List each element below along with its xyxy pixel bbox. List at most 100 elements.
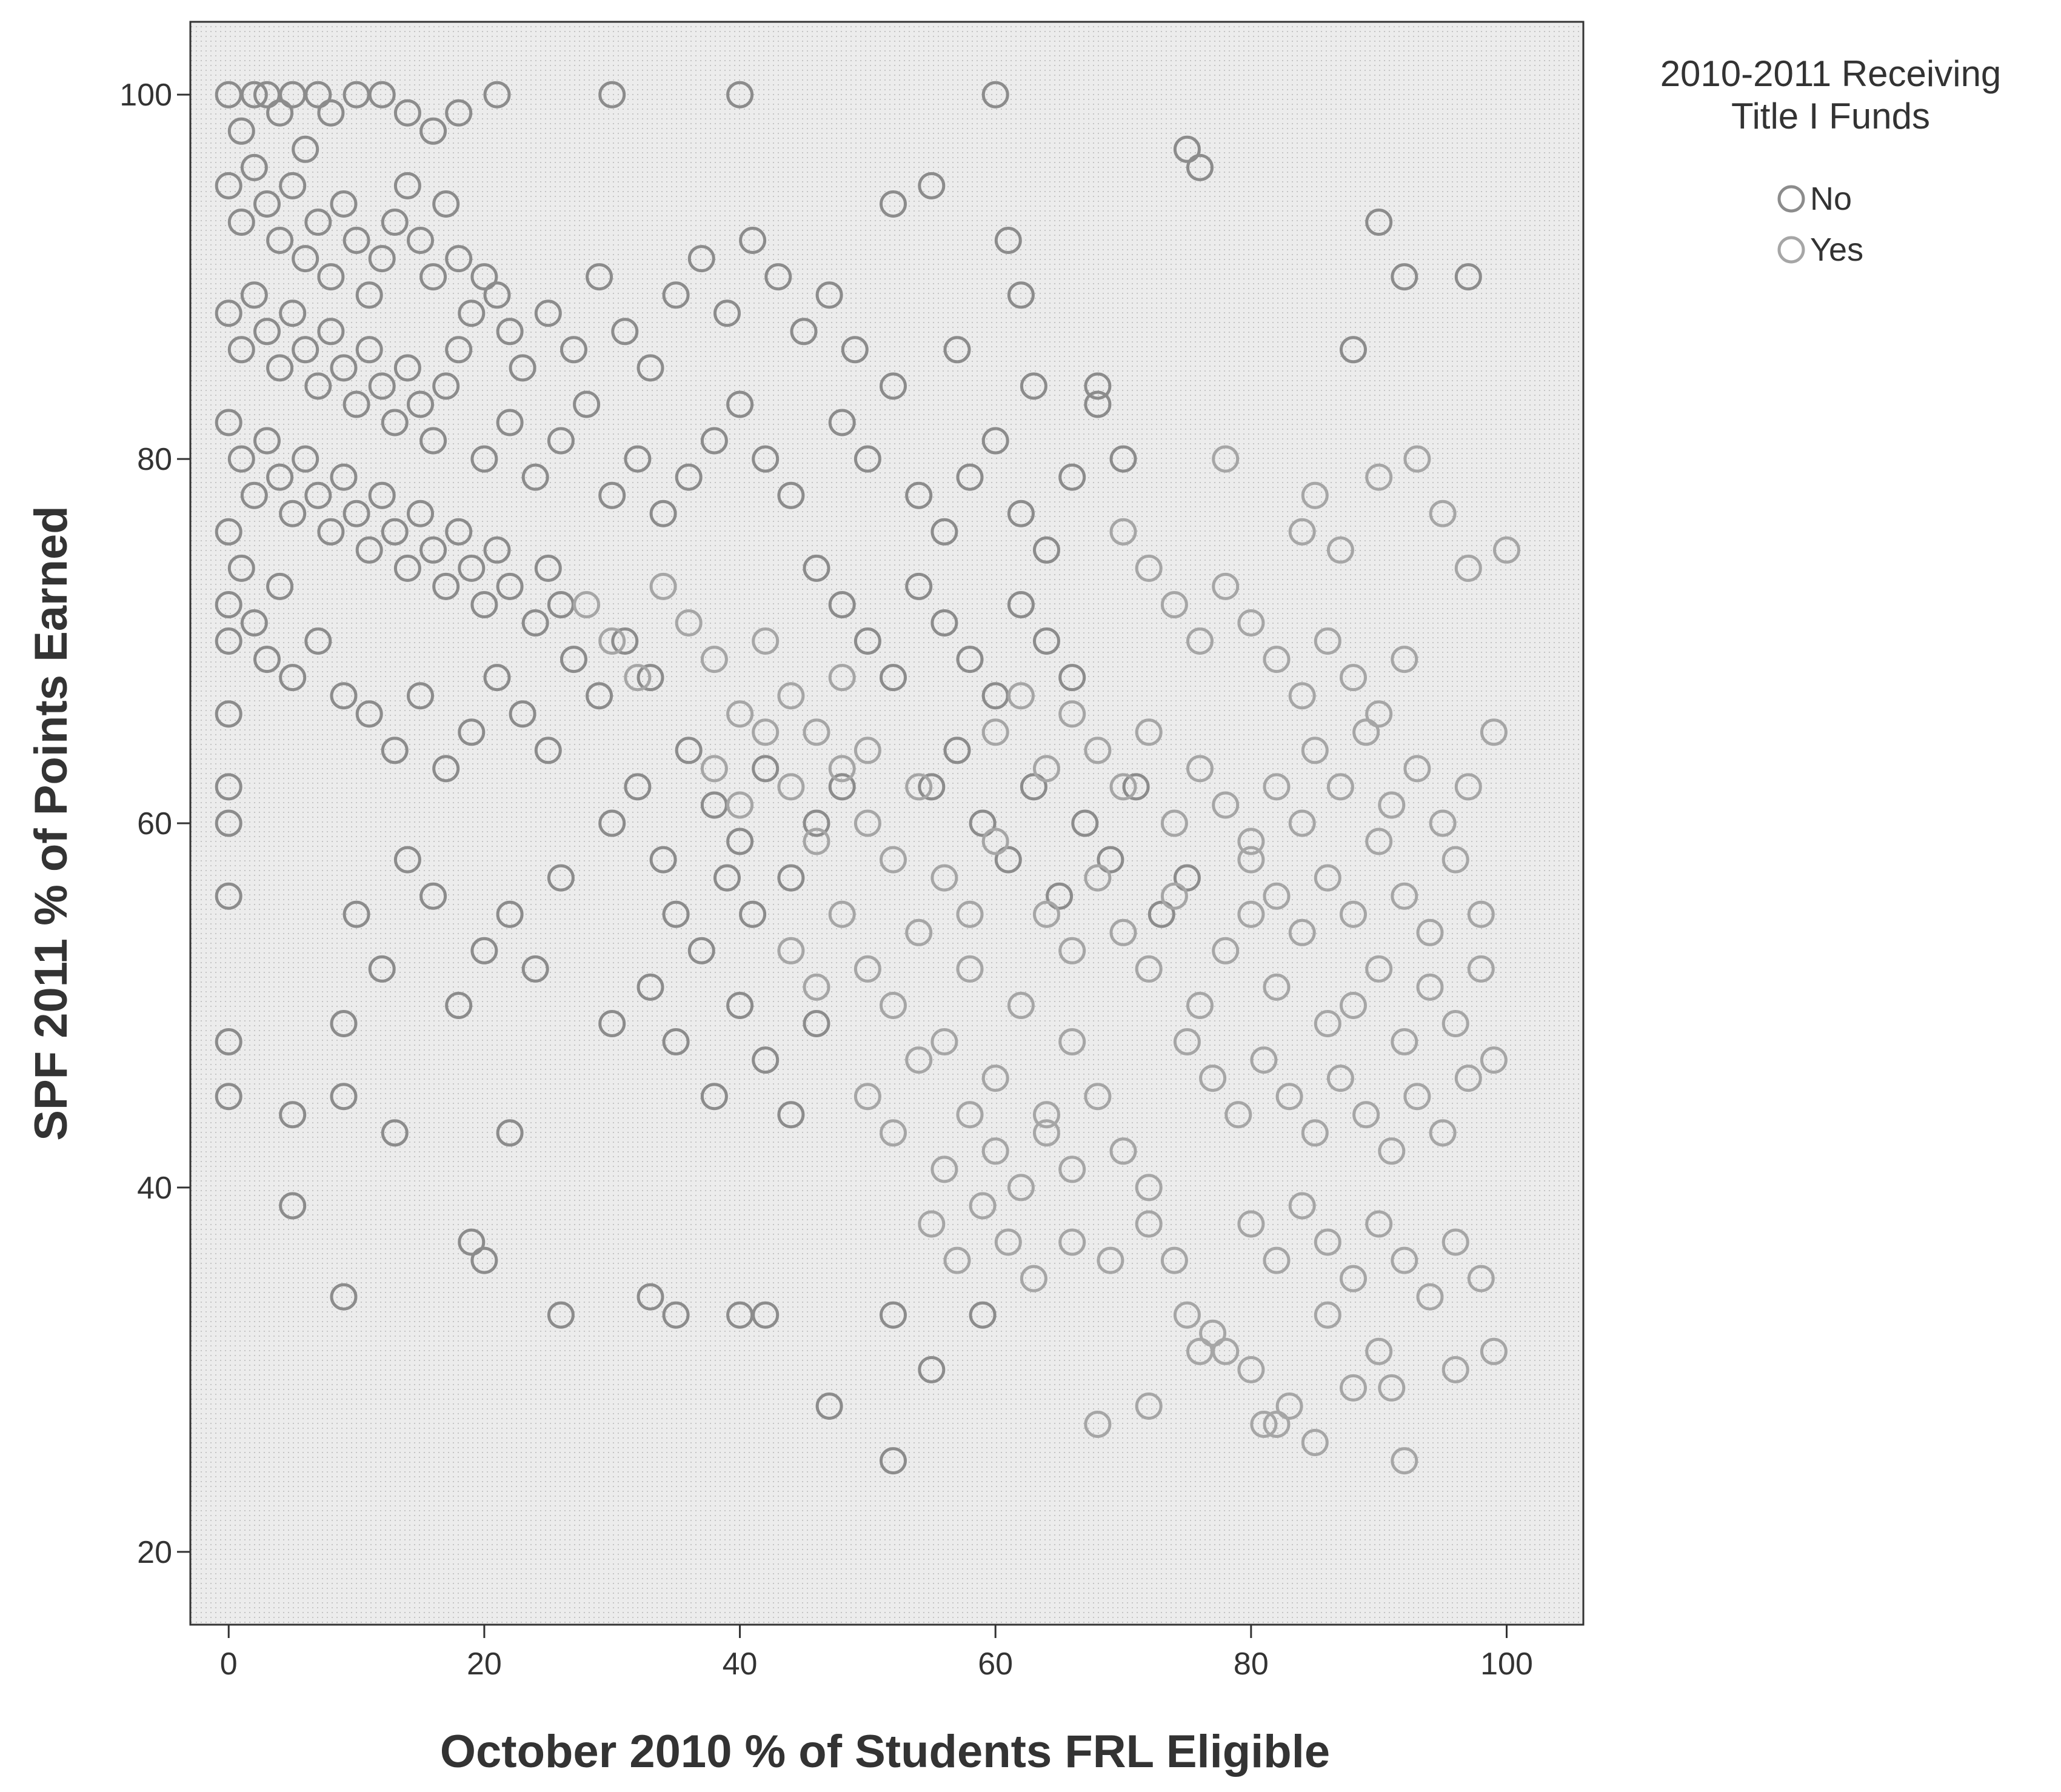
point-yes: [1314, 1010, 1341, 1037]
point-no: [381, 1119, 409, 1147]
point-no: [636, 1283, 664, 1311]
point-no: [393, 172, 421, 199]
point-no: [687, 245, 715, 273]
point-yes: [1199, 1065, 1227, 1092]
point-no: [458, 718, 486, 746]
point-no: [445, 992, 473, 1019]
point-no: [240, 81, 268, 109]
point-yes: [905, 773, 933, 801]
point-no: [1109, 445, 1137, 473]
point-no: [419, 536, 447, 564]
point-no: [432, 190, 460, 218]
point-no: [509, 354, 536, 382]
point-yes: [803, 973, 830, 1001]
point-yes: [1058, 1228, 1086, 1256]
point-no: [215, 700, 242, 728]
point-yes: [853, 737, 881, 764]
point-yes: [1441, 1010, 1469, 1037]
point-yes: [930, 1028, 958, 1055]
point-yes: [1365, 1337, 1393, 1365]
point-yes: [624, 664, 652, 692]
point-no: [483, 81, 511, 109]
point-no: [342, 390, 370, 418]
point-no: [240, 153, 268, 181]
point-no: [994, 846, 1022, 874]
point-yes: [598, 627, 626, 655]
point-yes: [930, 864, 958, 892]
point-yes: [1391, 646, 1418, 674]
point-no: [918, 1356, 946, 1383]
point-no: [956, 463, 984, 491]
x-axis: 0 20 40 60 80 100: [220, 1625, 1533, 1682]
point-no: [419, 882, 447, 910]
point-yes: [1263, 1411, 1291, 1438]
point-no: [381, 737, 409, 764]
point-yes: [981, 827, 1009, 855]
point-no: [215, 299, 242, 327]
point-yes: [1237, 1356, 1265, 1383]
point-no: [547, 1301, 575, 1329]
point-no: [1454, 263, 1482, 291]
point-no: [1084, 372, 1112, 400]
point-no: [1007, 591, 1035, 618]
point-no: [1084, 390, 1112, 418]
point-no: [880, 190, 907, 218]
point-yes: [1186, 755, 1214, 783]
point-no: [279, 299, 307, 327]
point-no: [266, 99, 294, 127]
point-no: [342, 500, 370, 527]
point-no: [227, 209, 255, 236]
point-no: [726, 827, 754, 855]
point-no: [828, 773, 856, 801]
point-no: [432, 372, 460, 400]
point-yes: [803, 718, 830, 746]
point-no: [419, 117, 447, 145]
point-yes: [1237, 846, 1265, 874]
point-no: [815, 281, 843, 309]
point-yes: [1365, 463, 1393, 491]
point-yes: [1109, 518, 1137, 546]
y-tick-label: 60: [137, 806, 172, 841]
point-no: [215, 172, 242, 199]
point-no: [598, 809, 626, 837]
point-no: [1058, 463, 1086, 491]
point-no: [496, 1119, 524, 1147]
point-no: [253, 318, 281, 346]
point-no: [355, 700, 383, 728]
point-no: [636, 973, 664, 1001]
point-yes: [1454, 773, 1482, 801]
point-no: [1173, 864, 1201, 892]
point-yes: [1480, 1046, 1508, 1074]
point-yes: [1340, 1265, 1367, 1292]
point-yes: [880, 846, 907, 874]
point-yes: [1097, 1246, 1124, 1274]
point-no: [368, 955, 396, 983]
point-no: [560, 336, 587, 364]
point-no: [304, 81, 332, 109]
point-no: [662, 281, 690, 309]
point-yes: [981, 1137, 1009, 1165]
point-no: [534, 737, 562, 764]
point-no: [560, 646, 587, 674]
point-no: [432, 572, 460, 600]
point-no: [304, 209, 332, 236]
point-yes: [1416, 918, 1444, 946]
point-yes: [1007, 682, 1035, 710]
point-no: [815, 1392, 843, 1420]
point-no: [880, 372, 907, 400]
point-no: [918, 773, 946, 801]
point-yes: [1288, 1192, 1316, 1220]
point-yes: [1033, 1119, 1060, 1147]
point-yes: [700, 755, 728, 783]
legend-title-line1: 2010-2011 Receiving: [1660, 53, 2002, 94]
point-no: [777, 481, 805, 509]
point-no: [662, 1301, 690, 1329]
x-tick-label: 0: [220, 1647, 238, 1682]
point-no: [215, 518, 242, 546]
point-yes: [1058, 937, 1086, 965]
point-yes: [1340, 1374, 1367, 1402]
point-no: [215, 1028, 242, 1055]
point-yes: [1237, 609, 1265, 637]
point-no: [227, 445, 255, 473]
point-no: [1122, 773, 1150, 801]
